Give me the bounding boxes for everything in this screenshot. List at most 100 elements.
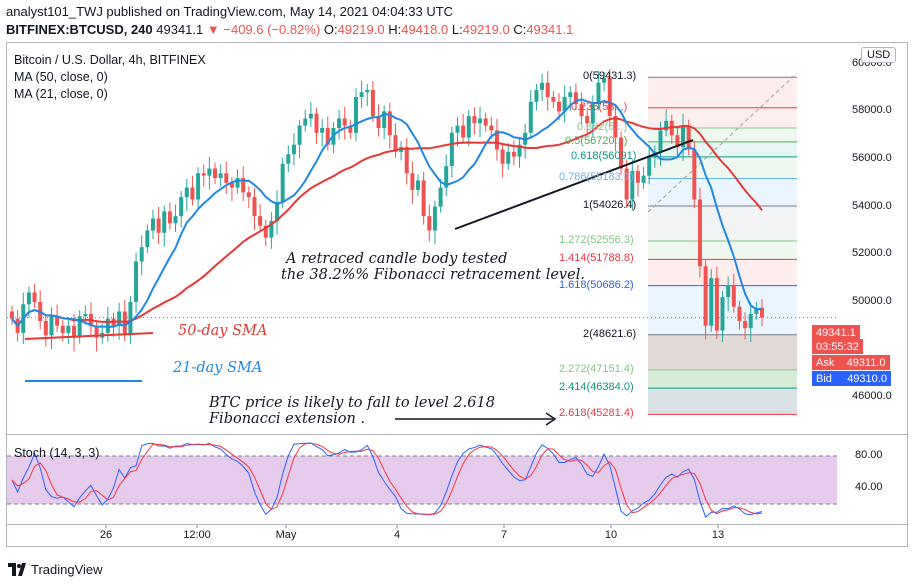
candle-body [49,316,54,336]
low-label: L: [451,22,463,37]
time-axis[interactable] [6,525,908,547]
symbol-label[interactable]: BITFINEX:BTCUSD, 240 [6,22,153,37]
candle-body [709,278,714,326]
candle-body [432,206,437,231]
price-tick-label: 58000.0 [852,104,892,117]
main-price-pane[interactable] [6,42,908,435]
time-tick-label: 7 [500,529,508,541]
candle-body [681,125,686,148]
candle-body [500,149,505,164]
candle-body [150,218,155,231]
candle-body [624,168,629,200]
candle-body [280,163,285,202]
bid-value: 49310.0 [847,373,887,385]
tradingview-logo-icon [8,563,26,576]
candle-body [545,82,550,98]
candle-body [635,170,640,183]
fib-label: 1.272(52556.3) [559,234,634,247]
stoch-d-line [11,442,763,515]
target-arrow-icon [545,412,557,426]
fib-label: 0.382(5...) [577,121,628,133]
ma50-legend[interactable]: MA (50, close, 0) [14,70,108,84]
candle-body [551,97,556,102]
candle-body [229,182,234,188]
candle-body [607,77,612,117]
candle-body [55,316,60,326]
candle-body [556,101,561,112]
stoch-band [7,456,837,504]
ask-label: Ask [816,357,835,369]
candle-body [72,325,77,338]
candle-body [325,128,330,145]
fib-label: 0.618(56091) [571,149,637,162]
candle-body [602,77,607,83]
candle-body [365,89,370,93]
low-value: 49219.0 [462,22,510,37]
candle-body [703,266,708,326]
candle-body [692,149,697,200]
candle-body [619,137,624,169]
fib-label: 1.414(51788.8) [559,252,634,265]
candle-body [410,173,415,190]
candle-body [562,97,567,112]
candle-body [658,130,663,152]
candle-body [760,307,764,318]
candle-body [139,247,144,262]
stoch-legend[interactable]: Stoch (14, 3, 3) [14,446,100,460]
candle-body [686,125,691,150]
close-label: C: [513,22,527,37]
candle-body [461,125,466,138]
open-value: 49219.0 [337,22,385,37]
candle-body [416,180,421,190]
candle-body [32,292,37,302]
candle-body [421,180,426,217]
stochastic [7,442,837,518]
retrace-annotation-line2: the 38.2%% Fibonacci retracement level. [281,267,585,283]
candle-body [235,178,240,188]
ma21-legend[interactable]: MA (21, close, 0) [14,87,108,101]
fib-band [648,259,797,286]
candle-body [387,111,392,136]
candle-body [337,118,342,129]
candle-body [393,135,398,152]
candle-body [94,325,99,338]
candle-body [737,306,742,322]
candle-body [286,154,291,164]
fib-label: 1(54026.4) [583,199,637,211]
candle-body [579,104,584,117]
candle-body [444,166,449,188]
sma50-horizontal-line [24,332,154,340]
time-tick-label: 13 [711,529,725,541]
candle-body [466,116,471,138]
symbol-quote-line: BITFINEX:BTCUSD, 240 49341.1 ▼ −409.6 (−… [6,22,573,37]
candle-body [201,173,206,176]
footer-brand[interactable]: TradingView [8,562,103,577]
currency-button[interactable]: USD [861,47,897,63]
ma50-line [11,117,763,328]
candle-body [320,128,325,133]
candle-body [511,151,516,157]
time-tick-label: 10 [604,529,618,541]
time-tick-label: May [275,529,297,541]
fib-band [648,77,797,108]
candle-body [585,116,590,124]
fib-band [648,388,797,415]
fib-trend-line [647,72,798,213]
candle-body [252,197,257,217]
candle-body [720,297,725,331]
candle-body [291,144,296,155]
candle-body [743,321,748,329]
candle-body [449,132,454,167]
close-value: 49341.1 [526,22,574,37]
ma21-line [11,98,763,328]
candle-body [162,211,167,233]
candle-body [224,173,229,183]
candle-body [754,307,759,314]
candle-body [573,92,578,105]
candle-body [128,301,133,336]
fib-band [648,369,797,389]
candle-body [494,130,499,150]
stoch-pane[interactable] [6,435,908,525]
candle-body [66,325,71,333]
candle-body [748,313,753,329]
